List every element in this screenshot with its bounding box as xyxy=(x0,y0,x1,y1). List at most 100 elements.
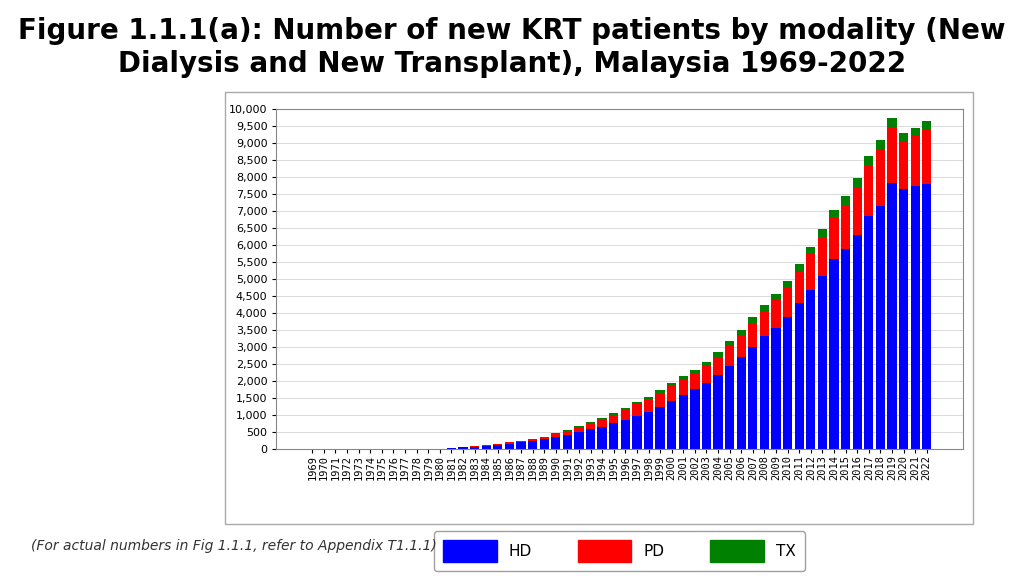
Bar xyxy=(818,229,827,237)
Bar xyxy=(876,206,885,449)
Bar xyxy=(701,366,711,383)
Bar xyxy=(505,444,514,449)
Bar xyxy=(749,347,758,449)
Bar xyxy=(586,429,595,449)
Bar xyxy=(725,341,734,346)
Bar xyxy=(760,305,769,311)
Bar xyxy=(551,437,560,449)
Bar xyxy=(783,282,793,288)
Bar xyxy=(736,329,745,335)
Bar xyxy=(481,445,490,446)
Bar xyxy=(516,442,525,449)
Bar xyxy=(621,408,630,410)
Bar xyxy=(876,150,885,206)
Bar xyxy=(667,401,676,449)
Bar xyxy=(574,427,584,432)
Bar xyxy=(655,407,665,449)
Bar xyxy=(609,423,618,449)
Bar xyxy=(655,391,665,393)
Bar xyxy=(714,375,723,449)
Bar xyxy=(899,190,908,449)
Bar xyxy=(632,404,642,416)
Text: (For actual numbers in Fig 1.1.1, refer to Appendix T1.1.1): (For actual numbers in Fig 1.1.1, refer … xyxy=(31,539,436,553)
Bar xyxy=(818,276,827,449)
Bar xyxy=(760,336,769,449)
Bar xyxy=(771,294,780,301)
Bar xyxy=(597,418,607,419)
Bar xyxy=(701,383,711,449)
Bar xyxy=(910,128,920,135)
Bar xyxy=(888,118,897,128)
Bar xyxy=(910,186,920,449)
Bar xyxy=(609,413,618,415)
Bar xyxy=(621,420,630,449)
Bar xyxy=(609,415,618,423)
Bar xyxy=(783,288,793,317)
Bar xyxy=(528,439,538,441)
Bar xyxy=(818,237,827,276)
Bar xyxy=(679,380,688,395)
Bar xyxy=(922,184,932,449)
Bar xyxy=(899,142,908,190)
Bar xyxy=(806,247,815,254)
Bar xyxy=(644,399,653,412)
Bar xyxy=(701,362,711,366)
Legend: HD, PD, TX: HD, PD, TX xyxy=(434,531,805,571)
Bar xyxy=(481,446,490,449)
Bar xyxy=(528,441,538,449)
Bar xyxy=(736,335,745,357)
Bar xyxy=(853,188,862,235)
Bar xyxy=(597,419,607,426)
Bar xyxy=(574,432,584,449)
Bar xyxy=(459,448,468,449)
Bar xyxy=(899,133,908,142)
Bar xyxy=(829,259,839,449)
Bar xyxy=(771,328,780,449)
Bar xyxy=(563,431,572,435)
Bar xyxy=(864,165,873,217)
Bar xyxy=(829,218,839,259)
Bar xyxy=(864,217,873,449)
Bar xyxy=(864,156,873,165)
Bar xyxy=(632,416,642,449)
Bar xyxy=(829,210,839,218)
Bar xyxy=(760,311,769,336)
Bar xyxy=(655,393,665,407)
Bar xyxy=(470,447,479,449)
Bar xyxy=(795,264,804,271)
Bar xyxy=(621,410,630,420)
Bar xyxy=(749,323,758,347)
Bar xyxy=(725,346,734,366)
Bar xyxy=(505,442,514,444)
Bar xyxy=(597,426,607,449)
Bar xyxy=(841,204,850,249)
Bar xyxy=(922,130,932,184)
Bar xyxy=(551,434,560,437)
Bar xyxy=(806,290,815,449)
Bar xyxy=(876,141,885,150)
Bar xyxy=(540,439,549,449)
Bar xyxy=(667,384,676,386)
Bar xyxy=(563,435,572,449)
Bar xyxy=(632,403,642,404)
Bar xyxy=(795,271,804,303)
Bar xyxy=(644,412,653,449)
Bar xyxy=(690,389,699,449)
Bar xyxy=(690,374,699,389)
Bar xyxy=(806,254,815,290)
Bar xyxy=(714,352,723,357)
Bar xyxy=(841,249,850,449)
Bar xyxy=(888,128,897,183)
Bar xyxy=(910,135,920,186)
Bar xyxy=(922,120,932,130)
Bar xyxy=(667,386,676,401)
Bar xyxy=(690,370,699,374)
Bar xyxy=(494,444,503,445)
Text: Figure 1.1.1(a): Number of new KRT patients by modality (New
Dialysis and New Tr: Figure 1.1.1(a): Number of new KRT patie… xyxy=(18,17,1006,78)
Bar xyxy=(853,235,862,449)
Bar xyxy=(586,422,595,423)
Bar xyxy=(853,179,862,188)
Bar xyxy=(446,448,456,449)
Bar xyxy=(494,445,503,449)
Bar xyxy=(888,183,897,449)
